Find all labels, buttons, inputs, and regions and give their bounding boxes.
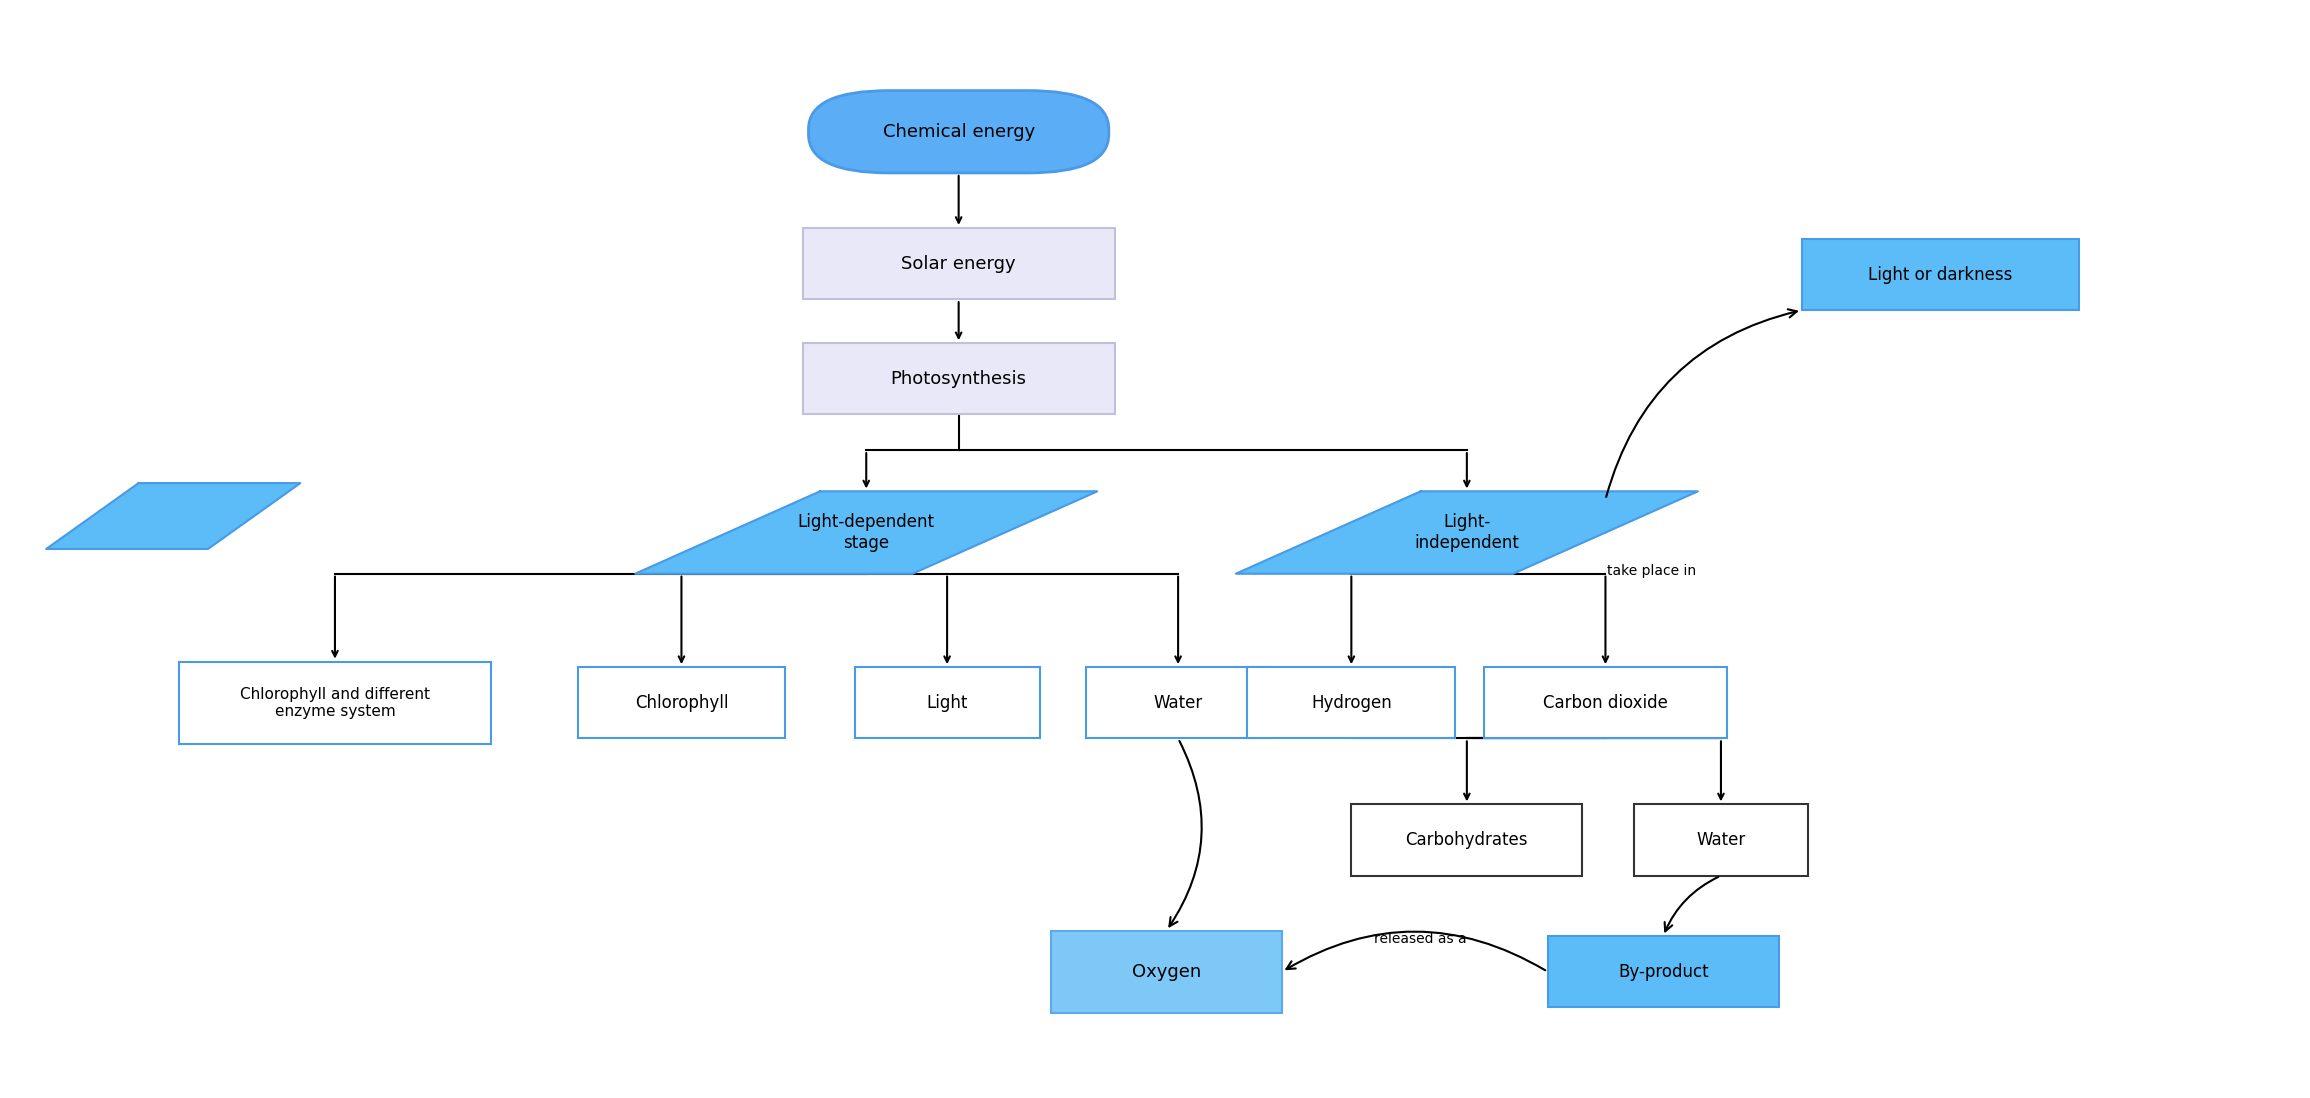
- FancyArrowPatch shape: [1605, 310, 1797, 497]
- FancyBboxPatch shape: [1548, 935, 1779, 1008]
- FancyBboxPatch shape: [1051, 930, 1282, 1012]
- Text: Solar energy: Solar energy: [901, 255, 1016, 272]
- Text: Oxygen: Oxygen: [1132, 963, 1201, 981]
- Text: Photosynthesis: Photosynthesis: [892, 370, 1026, 388]
- FancyBboxPatch shape: [1247, 666, 1455, 738]
- Polygon shape: [1236, 492, 1698, 573]
- Text: Chemical energy: Chemical energy: [882, 123, 1035, 141]
- Text: Light or darkness: Light or darkness: [1869, 266, 2012, 283]
- FancyBboxPatch shape: [1802, 239, 2079, 310]
- Text: released as a: released as a: [1374, 932, 1467, 945]
- FancyBboxPatch shape: [578, 666, 785, 738]
- Text: Light: Light: [926, 694, 968, 712]
- Text: Chlorophyll: Chlorophyll: [635, 694, 728, 712]
- Text: Light-
independent: Light- independent: [1414, 513, 1520, 552]
- FancyBboxPatch shape: [855, 666, 1040, 738]
- Text: Light-dependent
stage: Light-dependent stage: [797, 513, 936, 552]
- Polygon shape: [46, 483, 300, 549]
- FancyBboxPatch shape: [804, 343, 1116, 414]
- FancyArrowPatch shape: [1287, 931, 1545, 971]
- FancyBboxPatch shape: [1635, 804, 1806, 876]
- Text: Carbon dioxide: Carbon dioxide: [1543, 694, 1668, 712]
- Polygon shape: [635, 492, 1097, 573]
- Text: Carbohydrates: Carbohydrates: [1404, 831, 1529, 849]
- Text: take place in: take place in: [1608, 564, 1696, 578]
- Text: By-product: By-product: [1617, 963, 1709, 981]
- FancyBboxPatch shape: [1351, 804, 1582, 876]
- Text: Water: Water: [1153, 694, 1204, 712]
- FancyArrowPatch shape: [1169, 741, 1201, 927]
- FancyBboxPatch shape: [1086, 666, 1271, 738]
- FancyArrowPatch shape: [1666, 877, 1719, 931]
- FancyBboxPatch shape: [1483, 666, 1726, 738]
- FancyBboxPatch shape: [804, 228, 1116, 299]
- FancyBboxPatch shape: [808, 91, 1109, 172]
- Text: Hydrogen: Hydrogen: [1312, 694, 1391, 712]
- Text: Water: Water: [1696, 831, 1746, 849]
- Text: Chlorophyll and different
enzyme system: Chlorophyll and different enzyme system: [240, 686, 430, 719]
- FancyBboxPatch shape: [178, 661, 490, 744]
